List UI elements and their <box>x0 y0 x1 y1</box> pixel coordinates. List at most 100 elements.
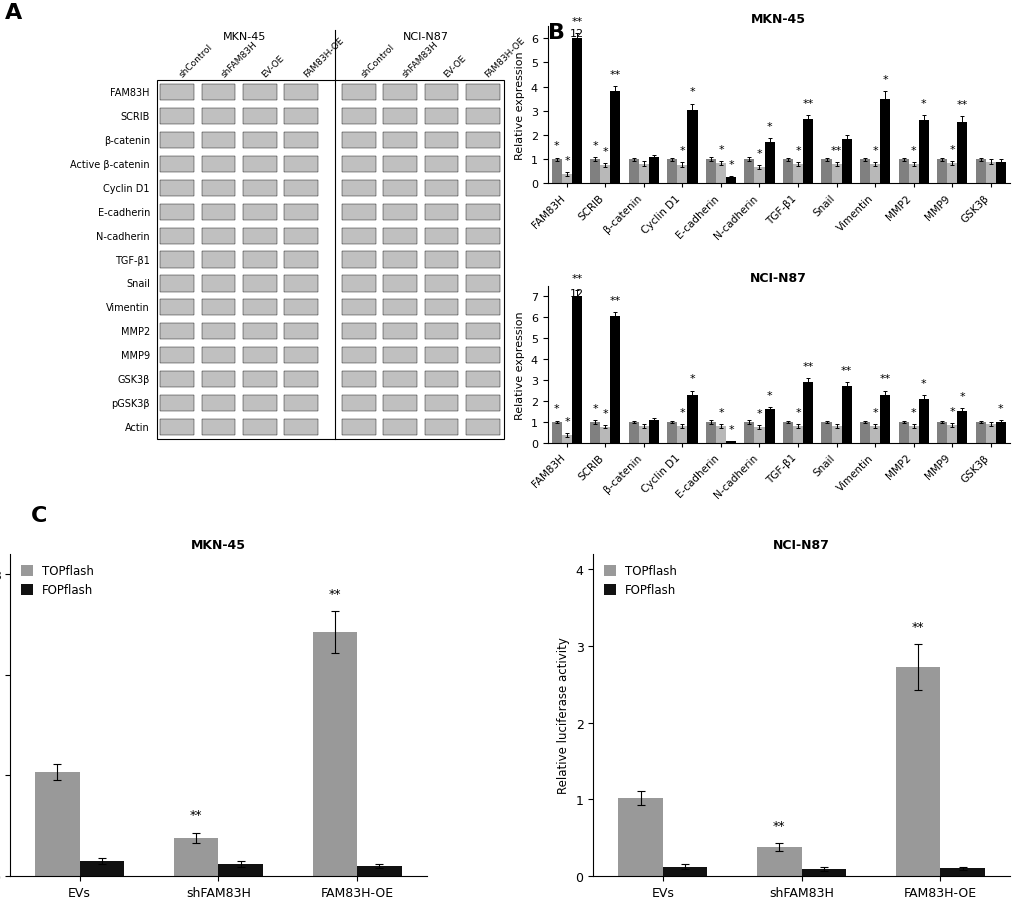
Text: 12: 12 <box>570 30 584 40</box>
Bar <box>841 139 851 184</box>
Text: *: * <box>871 408 877 418</box>
Bar <box>687 110 697 184</box>
Bar <box>466 156 499 172</box>
Text: *: * <box>910 408 915 418</box>
Text: *: * <box>795 145 800 155</box>
Bar <box>202 228 235 245</box>
Text: FAM83H: FAM83H <box>110 88 150 98</box>
Bar <box>424 396 458 412</box>
Bar <box>202 371 235 387</box>
Bar <box>79 861 124 876</box>
Bar <box>383 276 417 293</box>
Bar <box>974 160 984 184</box>
Bar <box>160 228 194 245</box>
Bar <box>341 204 375 220</box>
Bar <box>705 423 715 443</box>
Text: Cyclin D1: Cyclin D1 <box>103 183 150 193</box>
Bar <box>638 426 648 443</box>
Text: *: * <box>592 141 598 151</box>
Bar <box>424 324 458 340</box>
Text: shFAM83H: shFAM83H <box>219 40 259 79</box>
Text: Actin: Actin <box>125 423 150 433</box>
Text: *: * <box>717 408 723 418</box>
Bar <box>572 297 582 443</box>
Text: *: * <box>997 404 1003 414</box>
Text: FAM83H-OE: FAM83H-OE <box>483 36 527 79</box>
Text: *: * <box>679 408 685 418</box>
Text: GSK3β: GSK3β <box>117 375 150 385</box>
Text: *: * <box>553 404 559 414</box>
Bar <box>908 427 918 443</box>
Bar <box>357 866 401 876</box>
Bar <box>202 85 235 101</box>
Bar <box>792 165 802 184</box>
Bar <box>610 317 620 443</box>
Bar <box>918 121 927 184</box>
Bar <box>754 168 764 184</box>
Bar <box>383 109 417 126</box>
Bar <box>383 419 417 435</box>
Bar <box>715 163 726 184</box>
Bar <box>466 85 499 101</box>
Y-axis label: Relative expression: Relative expression <box>515 51 525 160</box>
Text: *: * <box>881 75 887 85</box>
Bar <box>908 165 918 184</box>
Text: **: ** <box>878 374 890 384</box>
Bar <box>341 396 375 412</box>
Bar <box>160 371 194 387</box>
Text: *: * <box>920 99 925 109</box>
Text: *: * <box>756 148 761 159</box>
Bar <box>801 869 845 876</box>
Text: **: ** <box>802 99 813 109</box>
Legend: TOPflash, FOPflash: TOPflash, FOPflash <box>598 560 681 601</box>
Bar <box>830 427 841 443</box>
Bar <box>918 399 927 443</box>
Bar <box>160 348 194 364</box>
Bar <box>160 300 194 316</box>
Bar <box>898 423 908 443</box>
Text: NCI-N87: NCI-N87 <box>403 32 448 42</box>
Text: *: * <box>564 156 570 166</box>
Text: SCRIB: SCRIB <box>120 112 150 122</box>
Text: pGSK3β: pGSK3β <box>111 398 150 408</box>
Bar <box>243 396 276 412</box>
Text: Vimentin: Vimentin <box>106 303 150 313</box>
Text: Snail: Snail <box>126 279 150 289</box>
Bar <box>666 423 677 443</box>
Text: EV-OE: EV-OE <box>442 53 468 79</box>
Bar <box>202 276 235 293</box>
Bar <box>383 181 417 197</box>
Bar <box>715 427 726 443</box>
Bar <box>341 109 375 126</box>
Bar <box>629 160 638 184</box>
Bar <box>424 204 458 220</box>
Bar <box>284 276 318 293</box>
Bar <box>946 425 956 443</box>
Text: *: * <box>871 145 877 155</box>
Bar <box>243 85 276 101</box>
Text: *: * <box>564 416 570 426</box>
Text: *: * <box>756 409 761 419</box>
Bar <box>284 396 318 412</box>
Bar <box>284 228 318 245</box>
Bar <box>160 204 194 220</box>
Bar <box>424 276 458 293</box>
Bar <box>160 396 194 412</box>
Bar <box>744 423 754 443</box>
Bar <box>202 396 235 412</box>
Bar <box>792 427 802 443</box>
Bar <box>820 423 830 443</box>
Text: **: ** <box>802 362 813 372</box>
Bar <box>202 204 235 220</box>
Bar <box>424 133 458 149</box>
Bar <box>648 421 658 443</box>
Bar <box>677 165 687 184</box>
Text: β-catenin: β-catenin <box>104 136 150 146</box>
Bar <box>754 428 764 443</box>
Text: B: B <box>547 23 565 42</box>
Text: N-cadherin: N-cadherin <box>96 231 150 241</box>
Bar <box>341 300 375 316</box>
Bar <box>383 85 417 101</box>
Bar <box>984 163 995 184</box>
Bar <box>341 419 375 435</box>
